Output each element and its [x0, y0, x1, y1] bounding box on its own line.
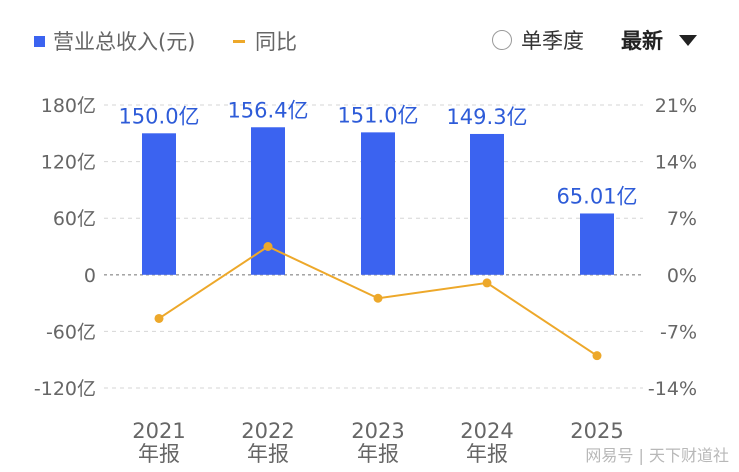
bar	[470, 133, 504, 275]
legend-label-revenue: 营业总收入(元)	[53, 30, 196, 54]
y-right-tick-label: 7%	[667, 208, 697, 230]
x-tick-label: 年报	[138, 442, 180, 466]
caret-down-icon[interactable]	[679, 34, 697, 46]
legend-item-revenue[interactable]: 营业总收入(元)	[34, 26, 195, 56]
yoy-point	[263, 242, 273, 251]
y-left-tick-label: 120亿	[41, 152, 96, 174]
x-tick-label: 年报	[466, 442, 508, 466]
legend-line-icon	[233, 39, 245, 43]
single-quarter-toggle[interactable]: 单季度	[492, 25, 584, 55]
bar	[580, 213, 614, 275]
legend-label-yoy: 同比	[255, 30, 297, 54]
yoy-point	[154, 313, 164, 323]
bar-value-label: 65.01亿	[556, 184, 637, 208]
y-right-tick-label: 21%	[655, 95, 697, 117]
x-tick-label: 2025	[570, 419, 623, 443]
radio-circle-icon[interactable]	[492, 30, 512, 50]
bar-value-label: 151.0亿	[337, 103, 418, 127]
y-right-tick-label: 0%	[667, 265, 697, 287]
bar-value-label: 156.4亿	[227, 98, 308, 122]
bar	[142, 133, 176, 275]
bar	[361, 132, 395, 275]
x-tick-label: 2021	[132, 419, 185, 443]
yoy-point	[592, 351, 602, 361]
legend-item-yoy[interactable]: 同比	[233, 26, 297, 56]
y-right-tick-label: 14%	[655, 152, 697, 174]
y-right-tick-label: -14%	[648, 378, 697, 400]
period-selected-label: 最新	[621, 29, 663, 53]
x-tick-label: 年报	[357, 442, 399, 466]
yoy-point	[373, 293, 383, 303]
x-tick-label: 2024	[460, 419, 513, 443]
x-tick-label: 年报	[247, 442, 289, 466]
y-left-tick-label: 180亿	[41, 95, 96, 117]
bar-value-label: 149.3亿	[446, 105, 527, 129]
yoy-point	[482, 278, 492, 288]
y-left-tick-label: -60亿	[46, 321, 96, 343]
period-dropdown[interactable]: 最新	[621, 25, 697, 55]
y-left-tick-label: -120亿	[34, 378, 96, 400]
y-right-tick-label: -7%	[660, 321, 697, 343]
bar-value-label: 150.0亿	[118, 104, 199, 128]
watermark: 网易号 | 天下财道社	[585, 446, 729, 465]
legend-square-icon	[34, 35, 45, 47]
single-quarter-label: 单季度	[521, 29, 584, 53]
x-tick-label: 2023	[351, 419, 404, 443]
chart-header: 营业总收入(元) 同比 单季度 最新	[0, 0, 739, 80]
y-left-tick-label: 0	[84, 265, 96, 287]
x-tick-label: 2022	[241, 419, 294, 443]
y-left-tick-label: 60亿	[53, 208, 96, 230]
